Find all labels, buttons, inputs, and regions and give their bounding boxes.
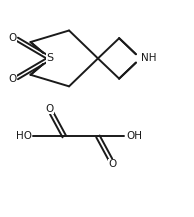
Text: OH: OH (126, 132, 142, 141)
Text: O: O (8, 33, 16, 43)
Text: O: O (108, 159, 117, 169)
Text: O: O (46, 104, 54, 113)
Text: NH: NH (141, 53, 157, 63)
Text: S: S (46, 53, 53, 63)
Text: HO: HO (16, 132, 31, 141)
Text: O: O (8, 74, 16, 84)
